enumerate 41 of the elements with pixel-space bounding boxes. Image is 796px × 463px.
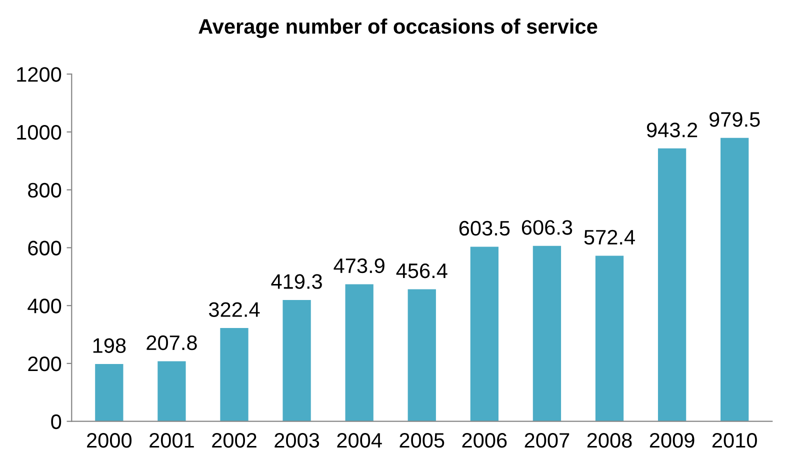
data-label: 473.9 [334,258,384,274]
data-label: 456.4 [396,263,448,278]
data-label: 943.2 [646,122,698,138]
bar [720,138,749,422]
x-tick-label: 2001 [150,432,194,448]
x-tick-label: 2010 [712,432,757,448]
data-label: 572.4 [584,230,635,245]
bar [158,361,186,422]
bar [595,256,624,422]
data-label: 198 [93,338,126,353]
bar [470,246,498,422]
x-tick-label: 2006 [462,432,507,448]
bar [408,289,436,422]
x-tick-label: 2002 [212,432,256,448]
y-tick-label: 600 [28,240,62,256]
bar [282,300,311,422]
chart-title: Average number of occasions of service [198,18,598,38]
data-label: 322.4 [208,302,260,317]
data-label: 979.5 [710,112,760,127]
data-label: 603.5 [459,220,510,236]
bar [220,328,248,422]
x-tick-label: 2007 [524,432,570,448]
x-tick-label: 2000 [87,432,132,448]
bar [345,284,374,422]
x-tick-label: 2005 [400,432,444,448]
x-tick-label: 2004 [337,432,382,448]
data-label: 606.3 [522,220,572,235]
data-label: 419.3 [271,274,322,289]
y-tick-label: 800 [28,182,62,198]
x-tick-label: 2003 [274,432,320,448]
bar [532,246,562,422]
y-tick-label: 1200 [17,67,62,82]
bar [658,148,686,422]
x-tick-label: 2009 [650,432,694,448]
data-label: 207.8 [146,335,197,350]
y-tick-label: 0 [51,414,62,430]
y-tick-label: 200 [28,356,62,372]
bar [95,364,124,422]
y-tick-label: 400 [28,298,62,314]
y-tick-label: 1000 [17,124,62,140]
x-tick-label: 2008 [587,432,632,448]
